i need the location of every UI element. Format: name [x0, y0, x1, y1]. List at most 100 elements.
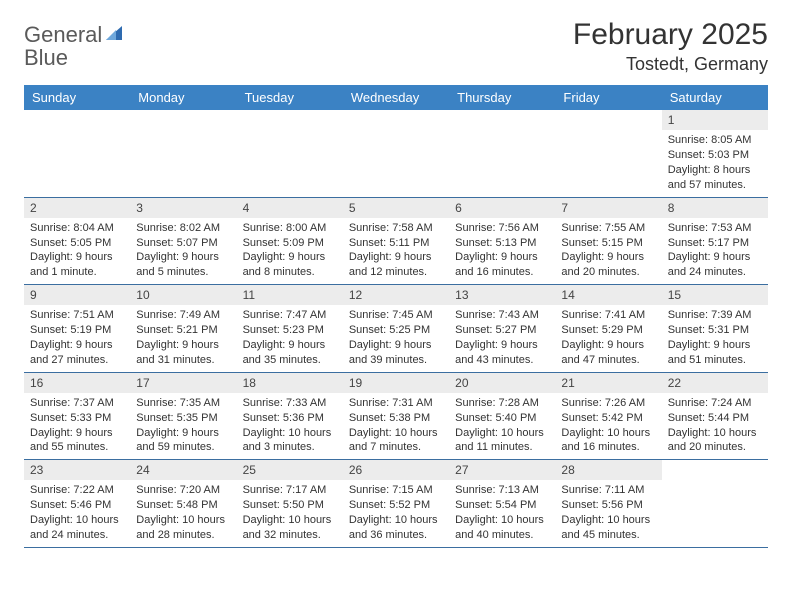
day-number: 6	[449, 198, 555, 218]
day-info: Sunrise: 8:00 AMSunset: 5:09 PMDaylight:…	[237, 218, 343, 284]
sunset-text: Sunset: 5:17 PM	[668, 236, 762, 251]
sunrise-text: Sunrise: 7:56 AM	[455, 221, 549, 236]
day-cell: 22Sunrise: 7:24 AMSunset: 5:44 PMDayligh…	[662, 373, 768, 460]
sunrise-text: Sunrise: 7:17 AM	[243, 483, 337, 498]
day-cell: 13Sunrise: 7:43 AMSunset: 5:27 PMDayligh…	[449, 285, 555, 372]
sunrise-text: Sunrise: 7:41 AM	[561, 308, 655, 323]
sunrise-text: Sunrise: 7:45 AM	[349, 308, 443, 323]
day-cell: 7Sunrise: 7:55 AMSunset: 5:15 PMDaylight…	[555, 198, 661, 285]
daylight2-text: and 24 minutes.	[668, 265, 762, 280]
sunset-text: Sunset: 5:13 PM	[455, 236, 549, 251]
day-info: Sunrise: 7:37 AMSunset: 5:33 PMDaylight:…	[24, 393, 130, 459]
week-row: 9Sunrise: 7:51 AMSunset: 5:19 PMDaylight…	[24, 285, 768, 373]
daylight1-text: Daylight: 10 hours	[561, 426, 655, 441]
daylight2-text: and 40 minutes.	[455, 528, 549, 543]
day-cell: 14Sunrise: 7:41 AMSunset: 5:29 PMDayligh…	[555, 285, 661, 372]
day-cell: 18Sunrise: 7:33 AMSunset: 5:36 PMDayligh…	[237, 373, 343, 460]
day-info: Sunrise: 8:02 AMSunset: 5:07 PMDaylight:…	[130, 218, 236, 284]
day-cell: 9Sunrise: 7:51 AMSunset: 5:19 PMDaylight…	[24, 285, 130, 372]
daylight1-text: Daylight: 9 hours	[136, 426, 230, 441]
day-number: 2	[24, 198, 130, 218]
daylight2-text: and 55 minutes.	[30, 440, 124, 455]
day-info: Sunrise: 7:13 AMSunset: 5:54 PMDaylight:…	[449, 480, 555, 546]
day-number: 26	[343, 460, 449, 480]
daylight1-text: Daylight: 9 hours	[455, 338, 549, 353]
day-cell: 8Sunrise: 7:53 AMSunset: 5:17 PMDaylight…	[662, 198, 768, 285]
day-number: 13	[449, 285, 555, 305]
location: Tostedt, Germany	[573, 54, 768, 75]
daylight1-text: Daylight: 9 hours	[561, 250, 655, 265]
day-number: 27	[449, 460, 555, 480]
sunset-text: Sunset: 5:07 PM	[136, 236, 230, 251]
day-number: 20	[449, 373, 555, 393]
day-number: 7	[555, 198, 661, 218]
sunset-text: Sunset: 5:29 PM	[561, 323, 655, 338]
sunset-text: Sunset: 5:38 PM	[349, 411, 443, 426]
day-number: 12	[343, 285, 449, 305]
day-number: 23	[24, 460, 130, 480]
daylight2-text: and 16 minutes.	[455, 265, 549, 280]
calendar: Sunday Monday Tuesday Wednesday Thursday…	[24, 85, 768, 548]
sunrise-text: Sunrise: 8:02 AM	[136, 221, 230, 236]
day-info: Sunrise: 7:20 AMSunset: 5:48 PMDaylight:…	[130, 480, 236, 546]
day-number: 8	[662, 198, 768, 218]
sunset-text: Sunset: 5:25 PM	[349, 323, 443, 338]
title-block: February 2025 Tostedt, Germany	[573, 18, 768, 75]
day-cell	[237, 110, 343, 197]
daylight1-text: Daylight: 10 hours	[30, 513, 124, 528]
day-number: 18	[237, 373, 343, 393]
day-number: 19	[343, 373, 449, 393]
day-cell: 3Sunrise: 8:02 AMSunset: 5:07 PMDaylight…	[130, 198, 236, 285]
sunrise-text: Sunrise: 7:39 AM	[668, 308, 762, 323]
sunset-text: Sunset: 5:27 PM	[455, 323, 549, 338]
sunset-text: Sunset: 5:36 PM	[243, 411, 337, 426]
day-info: Sunrise: 7:28 AMSunset: 5:40 PMDaylight:…	[449, 393, 555, 459]
daylight2-text: and 43 minutes.	[455, 353, 549, 368]
daylight2-text: and 35 minutes.	[243, 353, 337, 368]
daylight1-text: Daylight: 9 hours	[30, 250, 124, 265]
daylight2-text: and 27 minutes.	[30, 353, 124, 368]
sunrise-text: Sunrise: 7:49 AM	[136, 308, 230, 323]
day-cell: 17 Sunrise: 7:35 AMSunset: 5:35 PMDayligh…	[130, 373, 236, 460]
sunset-text: Sunset: 5:48 PM	[136, 498, 230, 513]
sunset-text: Sunset: 5:19 PM	[30, 323, 124, 338]
day-info: Sunrise: 8:04 AMSunset: 5:05 PMDaylight:…	[24, 218, 130, 284]
day-number: 4	[237, 198, 343, 218]
week-row: 2Sunrise: 8:04 AMSunset: 5:05 PMDaylight…	[24, 198, 768, 286]
daylight2-text: and 12 minutes.	[349, 265, 443, 280]
day-info: Sunrise: 7:39 AMSunset: 5:31 PMDaylight:…	[662, 305, 768, 371]
calendar-page: General Blue February 2025 Tostedt, Germ…	[0, 0, 792, 548]
sunset-text: Sunset: 5:52 PM	[349, 498, 443, 513]
day-cell	[555, 110, 661, 197]
daylight1-text: Daylight: 10 hours	[349, 513, 443, 528]
sunrise-text: Sunrise: 8:05 AM	[668, 133, 762, 148]
day-info: Sunrise: 7:47 AMSunset: 5:23 PMDaylight:…	[237, 305, 343, 371]
logo-part1: General	[24, 22, 102, 47]
day-cell: 16Sunrise: 7:37 AMSunset: 5:33 PMDayligh…	[24, 373, 130, 460]
day-info: Sunrise: 7:11 AMSunset: 5:56 PMDaylight:…	[555, 480, 661, 546]
day-number: 15	[662, 285, 768, 305]
day-info: Sunrise: 7:26 AMSunset: 5:42 PMDaylight:…	[555, 393, 661, 459]
day-cell: 12Sunrise: 7:45 AMSunset: 5:25 PMDayligh…	[343, 285, 449, 372]
sunrise-text: Sunrise: 7:31 AM	[349, 396, 443, 411]
sunset-text: Sunset: 5:40 PM	[455, 411, 549, 426]
sunset-text: Sunset: 5:33 PM	[30, 411, 124, 426]
day-header-wed: Wednesday	[343, 85, 449, 110]
daylight1-text: Daylight: 9 hours	[349, 250, 443, 265]
sunset-text: Sunset: 5:54 PM	[455, 498, 549, 513]
sunset-text: Sunset: 5:44 PM	[668, 411, 762, 426]
sunset-text: Sunset: 5:50 PM	[243, 498, 337, 513]
day-info: Sunrise: 7:53 AMSunset: 5:17 PMDaylight:…	[662, 218, 768, 284]
day-cell: 25Sunrise: 7:17 AMSunset: 5:50 PMDayligh…	[237, 460, 343, 547]
day-cell: 11Sunrise: 7:47 AMSunset: 5:23 PMDayligh…	[237, 285, 343, 372]
page-header: General Blue February 2025 Tostedt, Germ…	[24, 18, 768, 75]
sunset-text: Sunset: 5:35 PM	[136, 411, 230, 426]
daylight1-text: Daylight: 10 hours	[136, 513, 230, 528]
day-number: 17	[130, 373, 236, 393]
daylight1-text: Daylight: 9 hours	[668, 250, 762, 265]
day-number: 21	[555, 373, 661, 393]
day-info: Sunrise: 7:43 AMSunset: 5:27 PMDaylight:…	[449, 305, 555, 371]
week-row: 23Sunrise: 7:22 AMSunset: 5:46 PMDayligh…	[24, 460, 768, 548]
day-cell: 23Sunrise: 7:22 AMSunset: 5:46 PMDayligh…	[24, 460, 130, 547]
sunrise-text: Sunrise: 7:35 AM	[136, 396, 230, 411]
